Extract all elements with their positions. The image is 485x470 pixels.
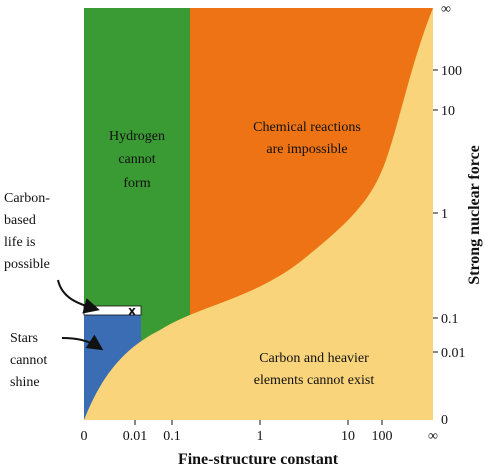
yellow-region [84,8,433,420]
region-label: Carbon and heavier [259,351,369,366]
y-tick-label: 1 [441,207,448,222]
x-axis-title: Fine-structure constant [178,451,339,468]
region-label: life is [4,235,36,250]
y-tick-label: 0 [441,413,448,428]
region-label: Carbon- [4,191,50,206]
y-axis-title: Strong nuclear force [466,145,483,285]
x-tick-label: ∞ [428,429,438,444]
y-tick-label: 10 [441,104,455,119]
region-label: possible [4,257,50,272]
arrow [61,334,104,351]
region-label: Stars [10,331,38,346]
tick-marks [134,69,438,425]
y-tick-label: 0.01 [441,346,466,361]
y-tick-label: 0.1 [441,312,459,327]
region-label: Hydrogen [109,129,165,144]
region-label: cannot [118,152,155,167]
region-label: cannot [10,353,47,368]
region-label: elements cannot exist [254,373,375,388]
arrow [57,279,100,314]
x-tick-label: 0.01 [123,429,148,444]
marker: x [128,304,136,318]
region-label: shine [10,375,40,390]
x-tick-label: 0 [81,429,88,444]
region-label: are impossible [266,142,347,157]
region-label: based [4,213,36,228]
x-tick-label: 10 [341,429,355,444]
region-label: Chemical reactions [253,120,361,135]
x-tick-label: 1 [257,429,264,444]
y-tick-label: 100 [441,64,462,79]
region-label: form [123,176,150,191]
x-tick-label: 100 [372,429,393,444]
x-tick-label: 0.1 [163,429,181,444]
y-tick-label: ∞ [441,2,451,17]
